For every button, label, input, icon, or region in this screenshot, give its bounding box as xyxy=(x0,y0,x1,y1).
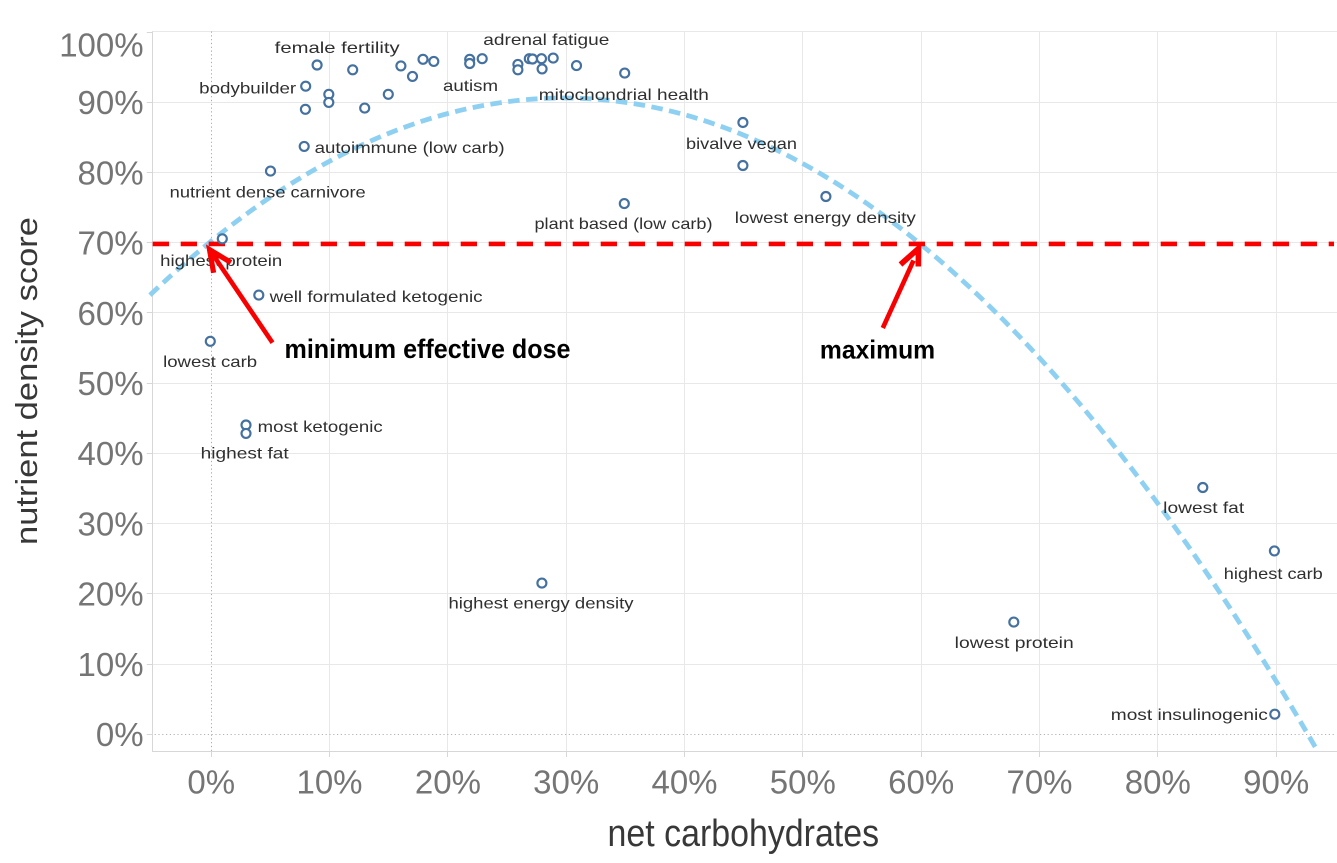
svg-text:90%: 90% xyxy=(1243,764,1309,801)
svg-text:0%: 0% xyxy=(187,764,235,801)
svg-text:lowest energy density: lowest energy density xyxy=(735,210,916,227)
svg-text:highest carb: highest carb xyxy=(1224,566,1323,583)
svg-text:10%: 10% xyxy=(78,646,144,683)
svg-text:highest fat: highest fat xyxy=(201,445,290,462)
svg-text:10%: 10% xyxy=(296,764,362,801)
svg-text:70%: 70% xyxy=(78,225,144,262)
svg-text:adrenal fatigue: adrenal fatigue xyxy=(483,32,609,49)
svg-text:lowest carb: lowest carb xyxy=(163,354,257,371)
svg-text:most ketogenic: most ketogenic xyxy=(258,419,383,436)
svg-text:20%: 20% xyxy=(415,764,481,801)
svg-text:100%: 100% xyxy=(59,27,143,64)
svg-text:bivalve vegan: bivalve vegan xyxy=(686,136,797,153)
svg-text:nutrient dense carnivore: nutrient dense carnivore xyxy=(170,185,366,202)
svg-text:plant based (low carb): plant based (low carb) xyxy=(535,216,713,233)
svg-text:80%: 80% xyxy=(1125,764,1191,801)
svg-text:minimum effective dose: minimum effective dose xyxy=(285,334,571,364)
svg-text:60%: 60% xyxy=(888,764,954,801)
svg-text:most insulinogenic: most insulinogenic xyxy=(1111,707,1268,724)
svg-text:nutrient density score: nutrient density score xyxy=(9,217,44,545)
svg-text:mitochondrial health: mitochondrial health xyxy=(539,87,709,104)
svg-text:net carbohydrates: net carbohydrates xyxy=(608,813,880,855)
svg-text:highest energy density: highest energy density xyxy=(449,596,634,613)
svg-text:bodybuilder: bodybuilder xyxy=(199,81,297,98)
svg-text:60%: 60% xyxy=(78,295,144,332)
svg-text:70%: 70% xyxy=(1006,764,1072,801)
svg-text:20%: 20% xyxy=(78,576,144,613)
svg-text:80%: 80% xyxy=(78,154,144,191)
svg-text:40%: 40% xyxy=(78,435,144,472)
svg-text:0%: 0% xyxy=(96,716,144,753)
svg-text:30%: 30% xyxy=(533,764,599,801)
svg-text:40%: 40% xyxy=(651,764,717,801)
svg-text:50%: 50% xyxy=(770,764,836,801)
svg-text:50%: 50% xyxy=(78,365,144,402)
svg-text:90%: 90% xyxy=(78,84,144,121)
svg-text:30%: 30% xyxy=(78,505,144,542)
svg-text:well formulated ketogenic: well formulated ketogenic xyxy=(268,289,482,306)
svg-text:lowest protein: lowest protein xyxy=(955,635,1074,652)
svg-text:autoimmune (low carb): autoimmune (low carb) xyxy=(315,140,505,157)
svg-text:highest protein: highest protein xyxy=(160,253,282,270)
svg-text:lowest fat: lowest fat xyxy=(1163,500,1245,517)
svg-text:female fertility: female fertility xyxy=(275,40,400,57)
svg-text:maximum: maximum xyxy=(820,334,935,364)
svg-text:autism: autism xyxy=(443,78,498,95)
